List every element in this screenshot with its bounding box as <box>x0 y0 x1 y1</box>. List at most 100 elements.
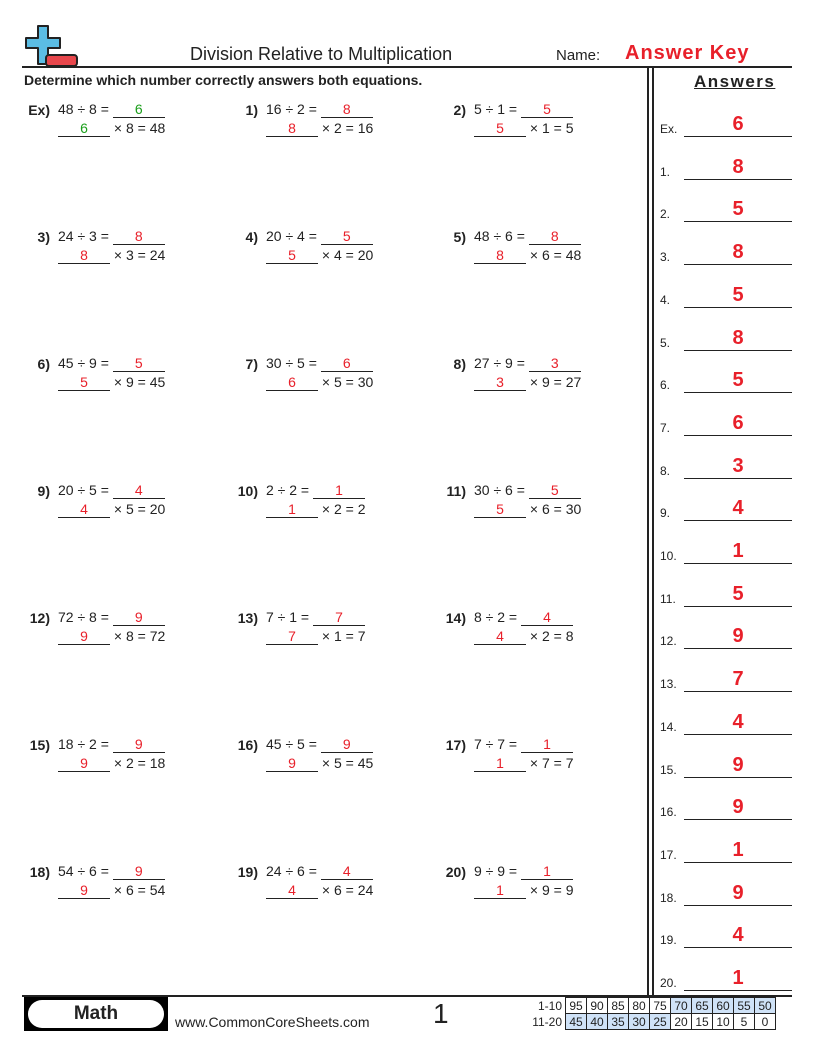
quotient-blank[interactable]: 5 <box>528 482 581 499</box>
answer-label: 7. <box>660 420 671 435</box>
answer-blank[interactable]: 1 <box>684 838 792 863</box>
factor-blank[interactable]: 9 <box>58 628 110 645</box>
division-equation: 5 ÷ 1 = 5 <box>474 101 573 118</box>
score-cell: 30 <box>628 1013 650 1030</box>
multiplication-text: × 3 = 24 <box>113 247 166 263</box>
answer-label: 14. <box>660 719 677 734</box>
quotient-blank[interactable]: 9 <box>112 609 165 626</box>
factor-blank[interactable]: 4 <box>58 501 110 518</box>
factor-blank[interactable]: 7 <box>266 628 318 645</box>
quotient-blank[interactable]: 4 <box>320 863 373 880</box>
answer-blank[interactable]: 9 <box>684 795 792 821</box>
factor-blank[interactable]: 8 <box>58 247 110 264</box>
quotient-blank[interactable]: 1 <box>313 482 365 499</box>
worksheet-title: Division Relative to Multiplication <box>190 44 453 64</box>
division-equation: 24 ÷ 6 = 4 <box>266 863 373 880</box>
division-equation: 18 ÷ 2 = 9 <box>58 736 165 753</box>
factor-blank[interactable]: 9 <box>58 882 110 899</box>
factor-blank[interactable]: 4 <box>474 628 526 645</box>
multiplication-equation: 3 × 9 = 27 <box>474 374 581 391</box>
multiplication-equation: 7 × 1 = 7 <box>266 628 365 645</box>
division-equation: 27 ÷ 9 = 3 <box>474 355 581 372</box>
division-equation: 30 ÷ 5 = 6 <box>266 355 373 372</box>
factor-blank[interactable]: 8 <box>474 247 526 264</box>
factor-blank[interactable]: 6 <box>58 120 110 137</box>
quotient-blank[interactable]: 9 <box>112 863 165 880</box>
division-equation: 30 ÷ 6 = 5 <box>474 482 581 499</box>
quotient-blank[interactable]: 4 <box>112 482 165 499</box>
answer-label: 17. <box>660 847 677 862</box>
factor-blank[interactable]: 4 <box>266 882 318 899</box>
factor-blank[interactable]: 3 <box>474 374 526 391</box>
answer-blank[interactable]: 5 <box>684 197 792 223</box>
quotient-blank[interactable]: 1 <box>521 863 573 880</box>
answer-label: 3. <box>660 250 671 265</box>
answer-label: 2. <box>660 207 671 222</box>
division-equation: 24 ÷ 3 = 8 <box>58 228 165 245</box>
problem-label: 3) <box>37 229 50 245</box>
answer-blank[interactable]: 7 <box>684 667 792 693</box>
answer-blank[interactable]: 8 <box>684 326 792 351</box>
quotient-blank[interactable]: 5 <box>320 228 373 245</box>
answer-blank[interactable]: 9 <box>684 624 792 650</box>
factor-blank[interactable]: 8 <box>266 120 318 137</box>
answer-blank[interactable]: 5 <box>684 582 792 607</box>
score-cell: 0 <box>754 1013 776 1030</box>
division-text: 20 ÷ 5 = <box>58 482 109 498</box>
quotient-blank[interactable]: 8 <box>528 228 581 245</box>
problem-label: 2) <box>453 102 466 118</box>
answer-blank[interactable]: 9 <box>684 881 792 906</box>
factor-blank[interactable]: 9 <box>58 755 110 772</box>
answer-blank[interactable]: 3 <box>684 454 792 479</box>
score-cell: 40 <box>586 1013 608 1030</box>
answer-blank[interactable]: 5 <box>684 283 792 308</box>
quotient-blank[interactable]: 8 <box>320 101 373 118</box>
answer-label: 20. <box>660 976 677 990</box>
answer-blank[interactable]: 8 <box>684 155 792 180</box>
factor-blank[interactable]: 5 <box>474 120 526 137</box>
division-text: 30 ÷ 6 = <box>474 482 525 498</box>
quotient-blank[interactable]: 5 <box>521 101 573 118</box>
quotient-blank[interactable]: 5 <box>112 355 165 372</box>
answer-blank[interactable]: 1 <box>684 539 792 564</box>
division-equation: 7 ÷ 1 = 7 <box>266 609 365 626</box>
factor-blank[interactable]: 9 <box>266 755 318 772</box>
answer-label: 10. <box>660 549 677 563</box>
quotient-blank[interactable]: 6 <box>112 101 165 118</box>
problem-label: 4) <box>245 229 258 245</box>
factor-blank[interactable]: 5 <box>474 501 526 518</box>
division-equation: 20 ÷ 5 = 4 <box>58 482 165 499</box>
division-text: 20 ÷ 4 = <box>266 228 317 244</box>
answer-blank[interactable]: 9 <box>684 753 792 778</box>
division-equation: 48 ÷ 8 = 6 <box>58 101 165 118</box>
quotient-blank[interactable]: 6 <box>320 355 373 372</box>
answer-blank[interactable]: 8 <box>684 240 792 266</box>
answer-blank[interactable]: 4 <box>684 710 792 735</box>
factor-blank[interactable]: 6 <box>266 374 318 391</box>
quotient-blank[interactable]: 9 <box>320 736 373 753</box>
answer-blank[interactable]: 4 <box>684 496 792 522</box>
answer-blank[interactable]: 4 <box>684 923 792 949</box>
factor-blank[interactable]: 5 <box>266 247 318 264</box>
answer-blank[interactable]: 6 <box>684 411 792 436</box>
quotient-blank[interactable]: 4 <box>521 609 573 626</box>
quotient-blank[interactable]: 3 <box>528 355 581 372</box>
factor-blank[interactable]: 1 <box>266 501 318 518</box>
score-cell: 60 <box>712 997 734 1014</box>
problem-label: 8) <box>453 356 466 372</box>
answer-blank[interactable]: 1 <box>684 966 792 991</box>
name-label: Name: <box>556 47 601 64</box>
factor-blank[interactable]: 1 <box>474 882 526 899</box>
quotient-blank[interactable]: 1 <box>521 736 573 753</box>
answer-label: 13. <box>660 677 677 692</box>
quotient-blank[interactable]: 7 <box>313 609 365 626</box>
factor-blank[interactable]: 5 <box>58 374 110 391</box>
factor-blank[interactable]: 1 <box>474 755 526 772</box>
quotient-blank[interactable]: 9 <box>112 736 165 753</box>
multiplication-text: × 9 = 27 <box>529 374 582 390</box>
answer-blank[interactable]: 6 <box>684 112 792 137</box>
problem-label: 14) <box>445 610 466 626</box>
answer-blank[interactable]: 5 <box>684 368 792 394</box>
website-link[interactable]: www.CommonCoreSheets.com <box>175 1014 370 1030</box>
quotient-blank[interactable]: 8 <box>112 228 165 245</box>
